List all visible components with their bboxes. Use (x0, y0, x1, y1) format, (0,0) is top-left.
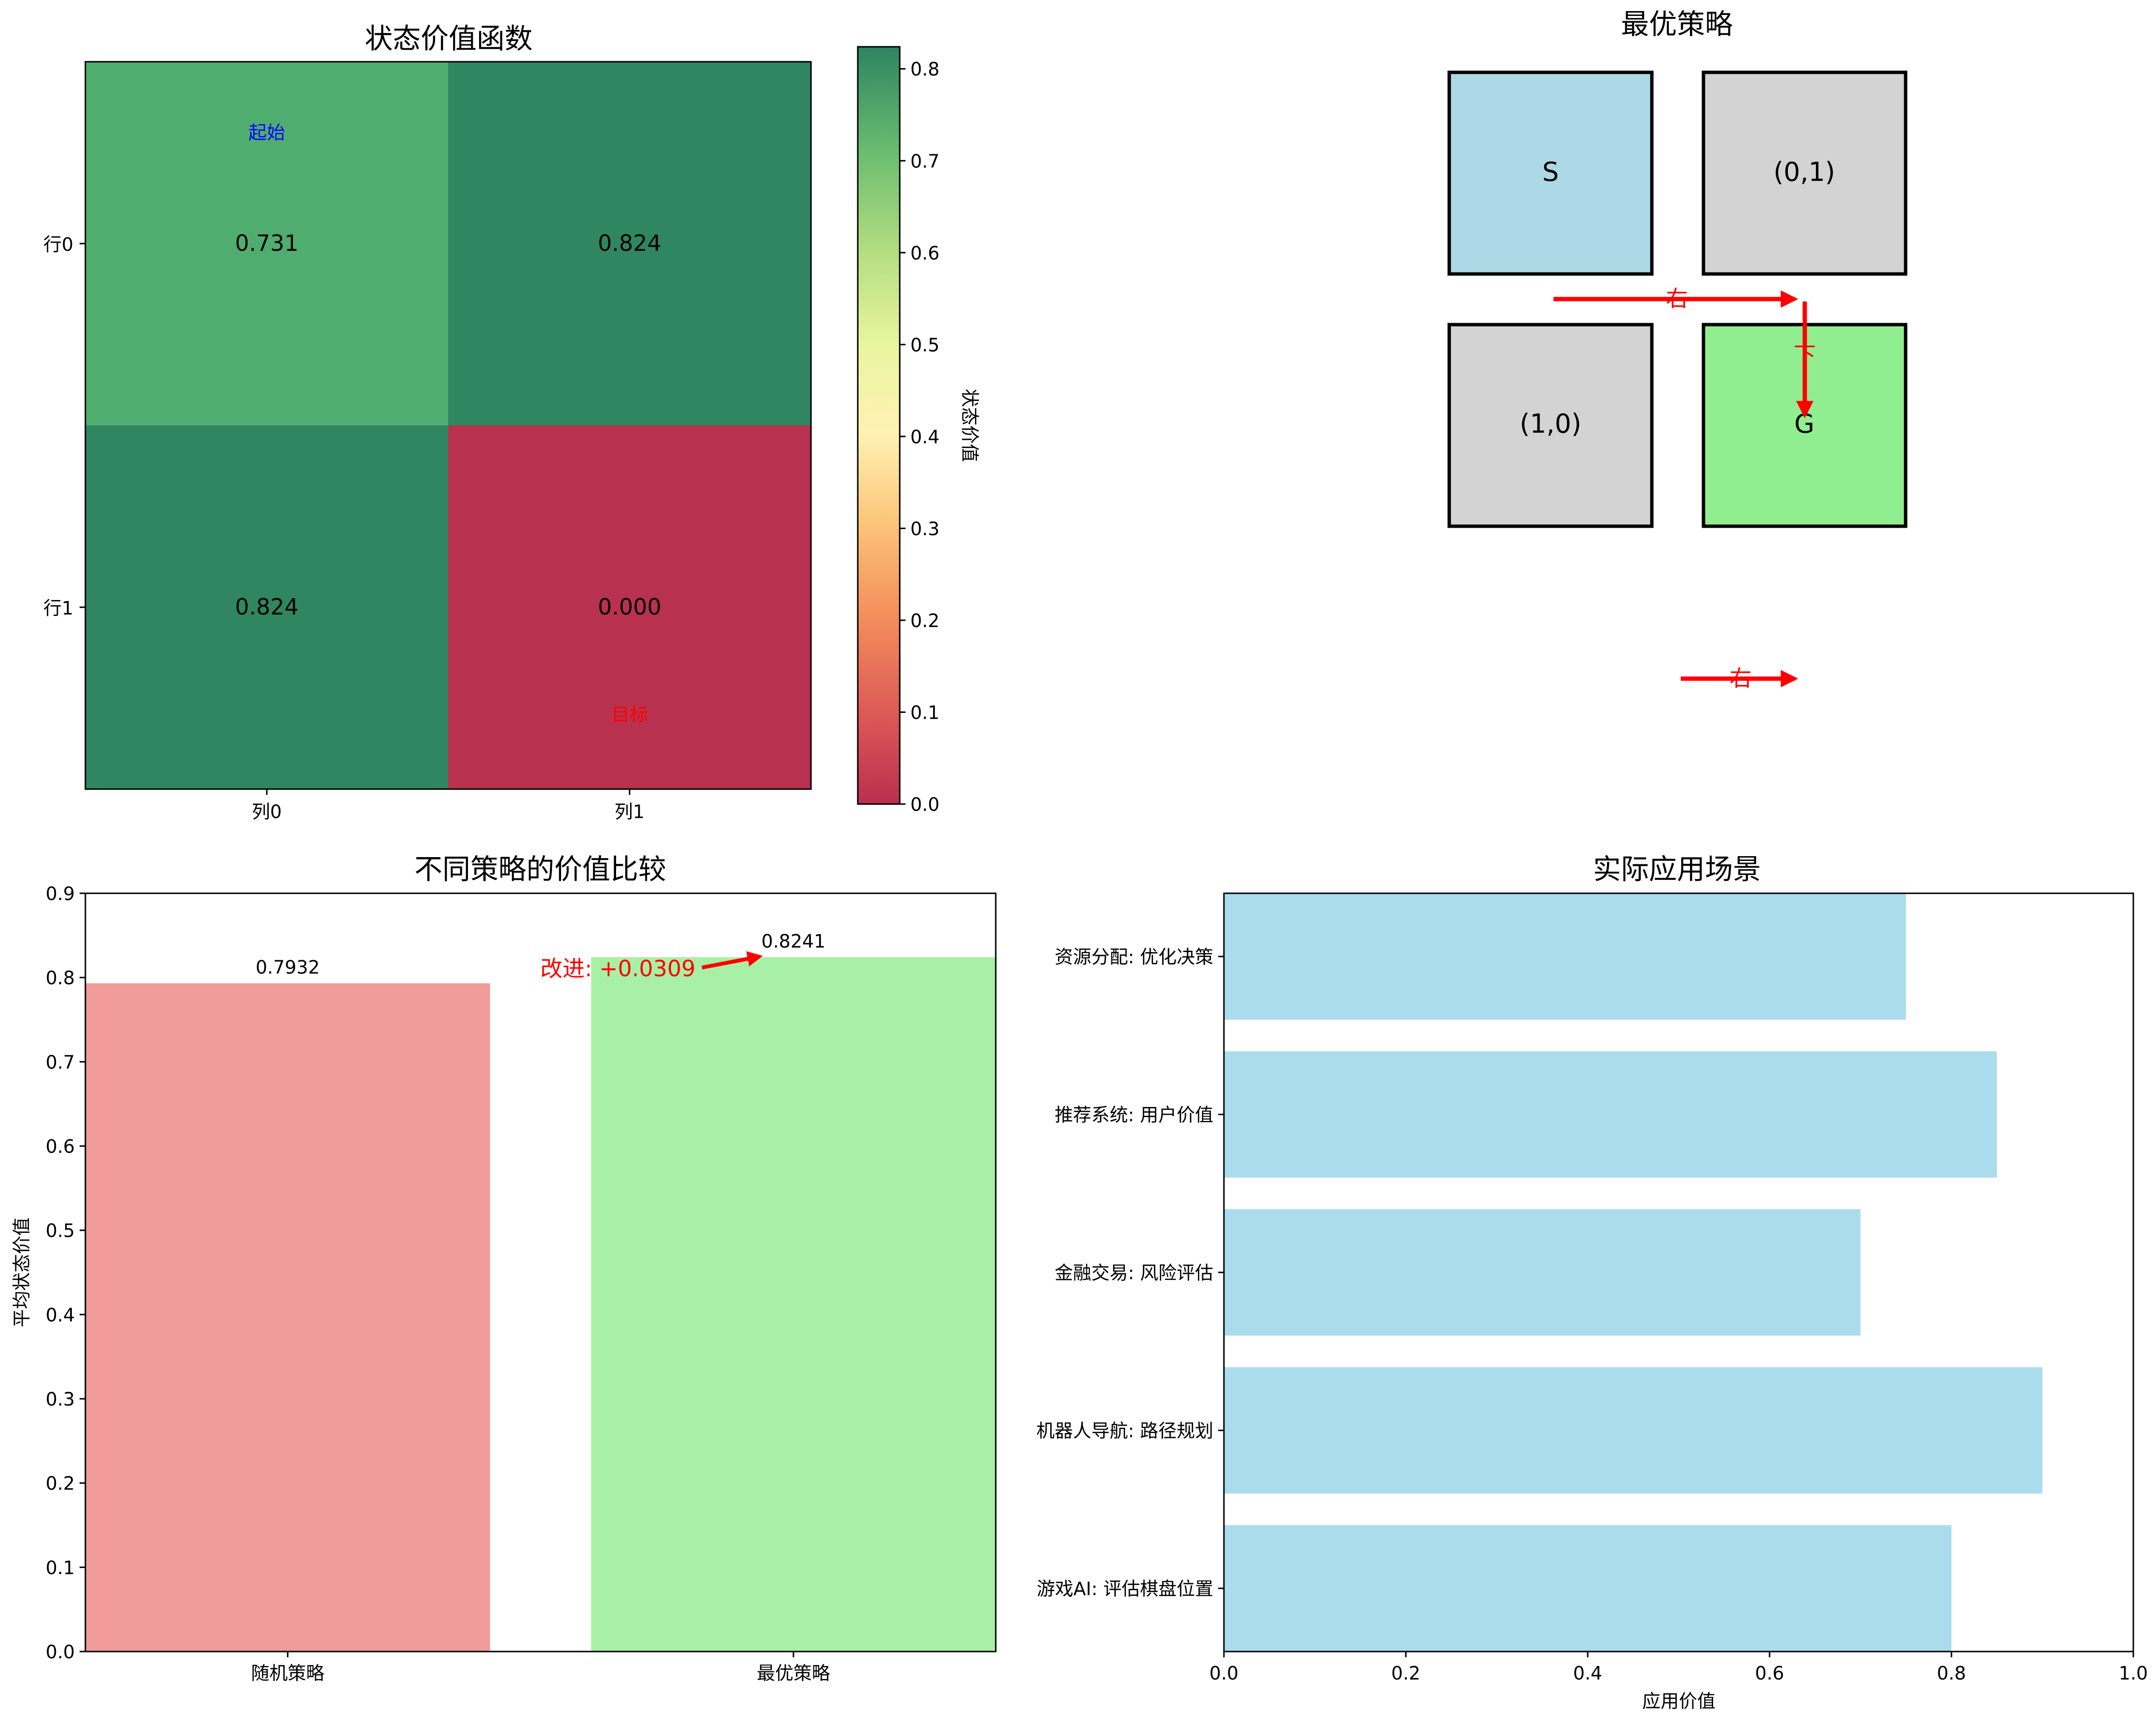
heatmap-cell-r1-c0 (85, 425, 448, 789)
bar-value-label: 0.8241 (761, 931, 825, 952)
heatmap-col-label: 列1 (615, 801, 645, 822)
hbar-xtick-label: 0.2 (1391, 1663, 1420, 1684)
grid-cell-0-1 (1702, 70, 1908, 276)
heatmap-col-label: 列0 (252, 801, 282, 822)
bar-ytick-label: 0.1 (46, 1557, 75, 1578)
bar-ytick-label: 0.9 (46, 883, 75, 904)
bar-ytick-label: 0.5 (46, 1220, 75, 1242)
bar-axes-frame (84, 892, 997, 1653)
hbar-category-label: 推荐系统: 用户价值 (1055, 1105, 1213, 1126)
bar-ylabel: 平均状态价值 (11, 1217, 32, 1327)
hbar-xticks: 0.0 0.2 0.4 0.6 0.8 1.0 (1209, 1652, 2148, 1684)
hbar-category-label: 游戏AI: 评估棋盘位置 (1037, 1578, 1213, 1599)
bar-ytick-label: 0.4 (46, 1304, 75, 1325)
colorbar-tick-label: 0.5 (910, 334, 939, 355)
grid-cell-label: (0,1) (1773, 157, 1835, 187)
policy-arrow-label: 右 (1730, 665, 1752, 691)
hbar (1224, 1209, 1861, 1336)
policy-title: 最优策略 (1621, 8, 1733, 41)
bar-category-label: 最优策略 (757, 1663, 830, 1684)
bar-title: 不同策略的价值比较 (414, 853, 666, 886)
improvement-annotation: 改进: +0.0309 (540, 956, 696, 982)
bar-ytick-label: 0.7 (46, 1052, 75, 1073)
bar-ytick-label: 0.8 (46, 968, 75, 989)
hbar-xtick-label: 0.8 (1937, 1663, 1966, 1684)
hbar (1224, 1367, 2043, 1494)
colorbar (857, 46, 901, 805)
colorbar-ticks: 0.0 0.1 0.2 0.3 0.4 0.5 0.6 0.7 0.8 (900, 59, 939, 815)
hbar (1224, 1525, 1951, 1652)
grid-cell-1-0 (1447, 323, 1654, 528)
hbar-xtick-label: 0.4 (1573, 1663, 1602, 1684)
bar-ytick-label: 0.3 (46, 1389, 75, 1410)
heatmap-row-label: 行1 (43, 598, 73, 619)
hbar-xlabel: 应用价值 (1642, 1691, 1716, 1712)
colorbar-label: 状态价值 (959, 389, 980, 462)
hbar (1224, 1051, 1997, 1178)
heatmap-value-label: 0.000 (598, 594, 661, 620)
heatmap-cell-r0-c0 (85, 62, 448, 425)
bar-panel: 不同策略的价值比较 0.0 0.1 0.2 0.3 0.4 0.5 0.6 0.7 0.8 0.9… (11, 853, 997, 1684)
hbar-xtick-label: 0.6 (1755, 1663, 1784, 1684)
bar-ytick-label: 0.0 (46, 1641, 75, 1663)
colorbar-tick-label: 0.3 (910, 518, 939, 539)
hbar-title: 实际应用场景 (1593, 853, 1761, 886)
heatmap-panel: 状态价值函数 0.731 0.824 0.824 0.000 起始 目标 行0 … (43, 22, 980, 822)
heatmap-frame (84, 61, 812, 790)
colorbar-tick-label: 0.7 (910, 150, 939, 172)
bar-yticks: 0.0 0.1 0.2 0.3 0.4 0.5 0.6 0.7 0.8 0.9 (46, 883, 85, 1663)
bar-ytick-label: 0.6 (46, 1136, 75, 1157)
grid-cell-label: (1,0) (1520, 409, 1581, 439)
bar-ytick-label: 0.2 (46, 1473, 75, 1494)
hbar-axes-frame (1223, 892, 2134, 1653)
grid-cell-label: S (1542, 157, 1559, 187)
hbar-xtick-label: 0.0 (1209, 1663, 1238, 1684)
colorbar-tick-label: 0.8 (910, 59, 939, 80)
colorbar-tick-label: 0.2 (910, 610, 939, 631)
bar-category-label: 随机策略 (251, 1663, 324, 1684)
heatmap-row-label: 行0 (43, 234, 73, 255)
heatmap-title: 状态价值函数 (365, 22, 533, 55)
policy-panel: 最优策略 S (0,1) (1,0) G 右 下 右 (1447, 8, 1908, 691)
bar (591, 957, 996, 1652)
policy-arrow-label: 下 (1794, 342, 1816, 368)
hbar (1224, 893, 1906, 1020)
improvement-arrow (701, 951, 763, 970)
colorbar-tick-label: 0.6 (910, 243, 939, 264)
hbar-category-label: 资源分配: 优化决策 (1055, 946, 1213, 968)
policy-arrow-label: 右 (1666, 286, 1688, 312)
heatmap-value-label: 0.731 (235, 230, 299, 256)
hbar-xtick-label: 1.0 (2119, 1663, 2148, 1684)
hbar-category-label: 机器人导航: 路径规划 (1036, 1421, 1213, 1442)
colorbar-tick-label: 0.0 (910, 794, 939, 815)
heatmap-cell-r1-c1 (448, 425, 811, 789)
bar-value-label: 0.7932 (256, 957, 320, 978)
bar-marks: 0.7932 随机策略 0.8241 最优策略 (85, 931, 996, 1684)
hbar-category-label: 金融交易: 风险评估 (1055, 1262, 1213, 1284)
heatmap-cell-r0-c1 (448, 62, 811, 425)
bar (85, 983, 490, 1652)
grid-cell-start (1447, 70, 1654, 276)
colorbar-tick-label: 0.1 (910, 702, 939, 723)
goal-annotation: 目标 (611, 704, 648, 725)
colorbar-tick-label: 0.4 (910, 426, 939, 448)
heatmap-value-label: 0.824 (598, 230, 661, 256)
heatmap-value-label: 0.824 (235, 594, 299, 620)
start-annotation: 起始 (248, 122, 285, 143)
